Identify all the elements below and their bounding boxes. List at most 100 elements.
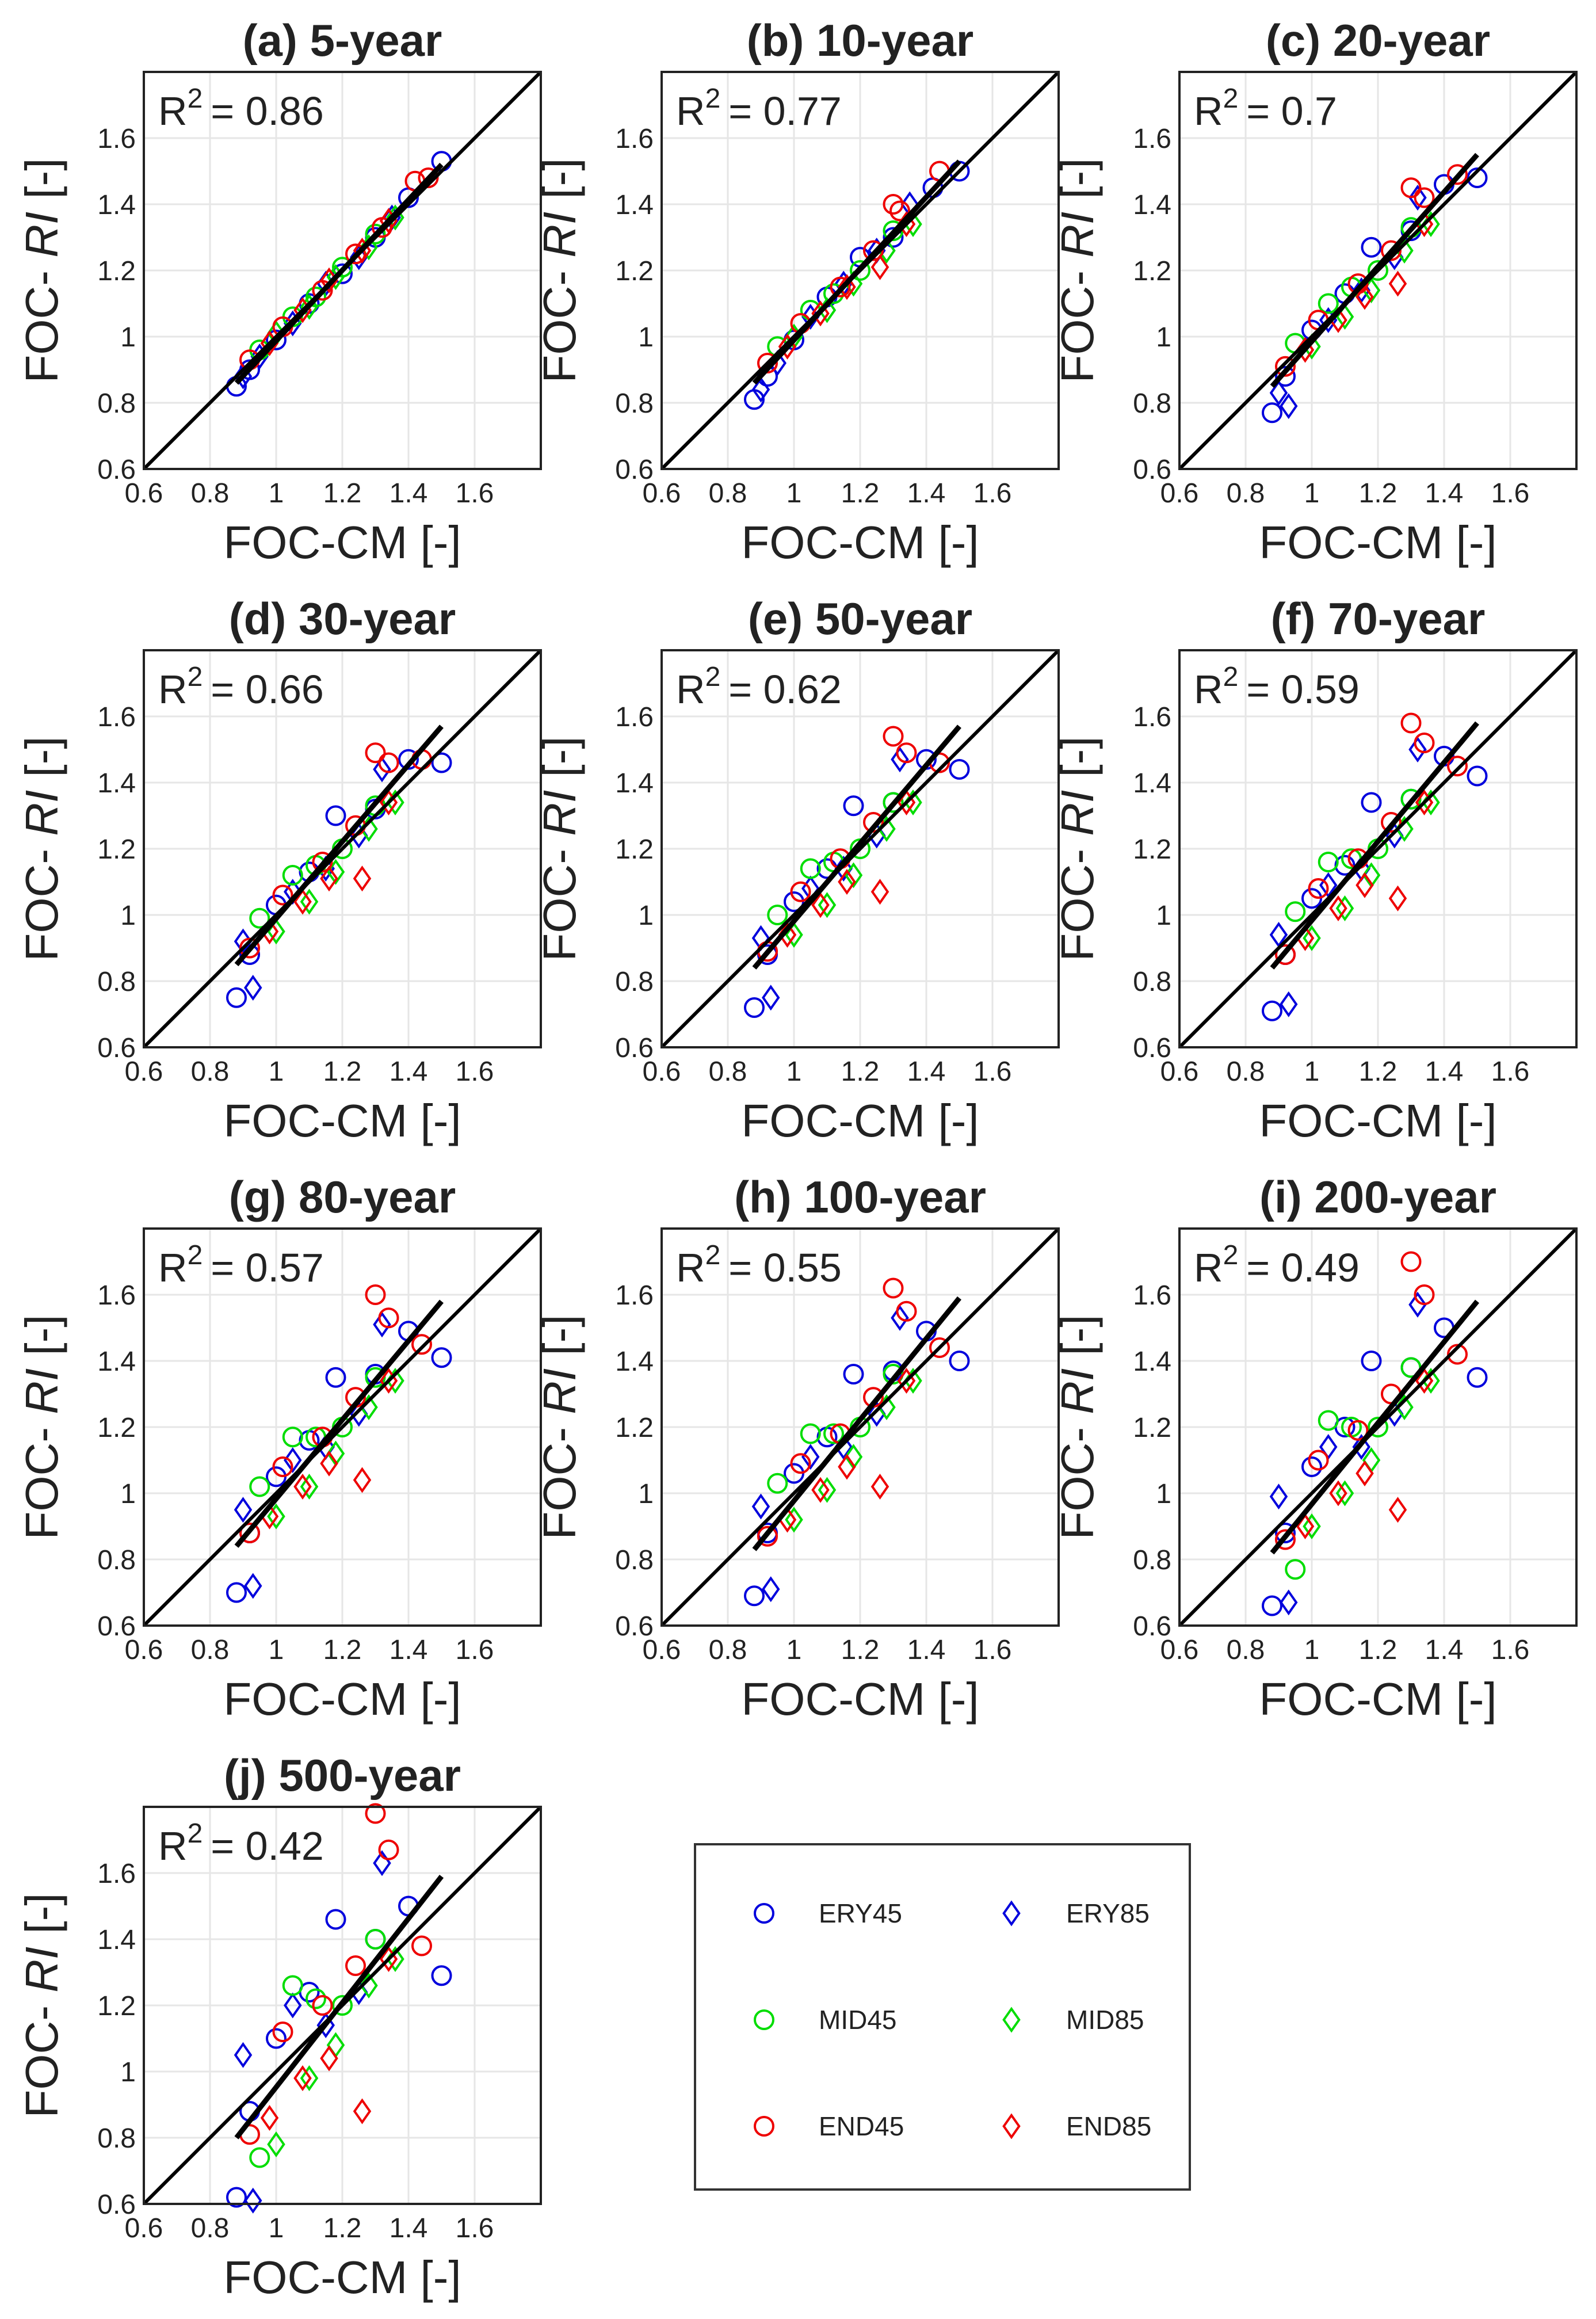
- x-tick-label: 1.4: [1425, 1635, 1464, 1665]
- x-tick-label: 1.6: [973, 1635, 1012, 1665]
- x-axis-label: FOC-CM [-]: [223, 1673, 461, 1725]
- data-point: [365, 1803, 386, 1824]
- data-point: [312, 1995, 333, 2016]
- x-tick-label: 1.2: [841, 1056, 880, 1087]
- x-tick-label: 0.8: [1227, 1056, 1265, 1087]
- data-point: [751, 376, 770, 403]
- data-point: [373, 1311, 391, 1338]
- data-point: [345, 243, 366, 265]
- data-point: [744, 1585, 765, 1607]
- x-tick-label: 1: [269, 1056, 284, 1087]
- data-point: [353, 1467, 372, 1493]
- data-point: [284, 1992, 302, 2019]
- data-point: [260, 2105, 279, 2131]
- x-axis-label: FOC-CM [-]: [741, 1673, 979, 1725]
- y-tick-label: 0.6: [615, 1033, 654, 1063]
- series-ery85: [234, 1311, 391, 1599]
- scatter-panel-3: 0.6 0.8 1 1.2 1.4 1.6 0.6 0.8 1 1.2 1.4 1.6 R2 = 0.7 (…: [1052, 15, 1578, 568]
- legend-marker: [1002, 1900, 1021, 1927]
- y-tick-label: 1.6: [1133, 124, 1171, 154]
- y-tick-label: 0.8: [615, 1545, 654, 1576]
- data-point: [293, 1474, 312, 1500]
- data-point: [1303, 1513, 1321, 1539]
- data-point: [226, 2187, 247, 2208]
- legend-marker: [754, 2116, 774, 2137]
- data-point: [332, 1995, 353, 2016]
- fit-line: [234, 724, 444, 967]
- data-point: [1368, 1417, 1388, 1437]
- r-squared-label: R2 = 0.59: [1194, 662, 1360, 712]
- data-point: [365, 1284, 386, 1305]
- axes-box: [1178, 649, 1578, 1048]
- data-point: [1262, 402, 1282, 424]
- scatter-panel-5: 0.6 0.8 1 1.2 1.4 1.6 0.6 0.8 1 1.2 1.4 1.6 R2 = 0.62…: [534, 593, 1060, 1146]
- data-point: [239, 1523, 260, 1543]
- data-point: [1335, 895, 1354, 921]
- y-tick-label: 0.8: [97, 1545, 136, 1576]
- legend-marker: [754, 1903, 774, 1924]
- data-point: [1414, 733, 1435, 753]
- legend: ERY45 ERY85 MID45 MID85 END45 END85: [694, 1843, 1191, 2191]
- legend-marker: [754, 2009, 774, 2030]
- y-tick-label: 1.4: [615, 190, 654, 220]
- data-point: [1275, 356, 1296, 377]
- axes-box: [143, 1806, 542, 2205]
- scatter-panel-1: 0.6 0.8 1 1.2 1.4 1.6 0.6 0.8 1 1.2 1.4 1.6 R2 = 0.86…: [16, 15, 543, 568]
- data-point: [325, 1367, 346, 1388]
- series-end85: [260, 1946, 398, 2131]
- data-point: [823, 1423, 844, 1444]
- data-point: [1356, 872, 1374, 898]
- y-tick-label: 0.6: [1133, 455, 1171, 485]
- series-end45: [1275, 164, 1468, 377]
- x-tick-label: 1.2: [1359, 1056, 1398, 1087]
- x-axis-label: FOC-CM [-]: [741, 517, 979, 568]
- axes-box: [143, 71, 542, 470]
- x-tick-label: 0.8: [1227, 478, 1265, 509]
- x-tick-label: 0.6: [643, 478, 681, 509]
- data-point: [1388, 270, 1407, 297]
- axes-box: [143, 1227, 542, 1627]
- y-tick-label: 1.4: [1133, 768, 1171, 799]
- scatter-panel-6: 0.6 0.8 1 1.2 1.4 1.6 0.6 0.8 1 1.2 1.4 1.6 R2 = 0.59…: [1052, 593, 1578, 1146]
- data-point: [306, 1988, 326, 2009]
- y-tick-label: 1: [638, 322, 654, 353]
- y-tick-label: 1.2: [615, 1413, 654, 1443]
- y-tick-label: 0.8: [1133, 388, 1171, 419]
- axes-box: [143, 649, 542, 1048]
- data-point: [883, 194, 904, 215]
- r-squared-label: R2 = 0.77: [676, 83, 842, 134]
- x-tick-label: 0.8: [709, 1056, 747, 1087]
- data-point: [870, 254, 889, 280]
- r-squared-label: R2 = 0.49: [1194, 1240, 1360, 1290]
- data-point: [800, 1423, 821, 1444]
- x-tick-label: 1: [1304, 1635, 1320, 1665]
- data-point: [320, 865, 338, 892]
- fit-line: [1270, 721, 1479, 970]
- data-point: [320, 1450, 338, 1477]
- x-tick-label: 0.8: [191, 2213, 230, 2244]
- x-tick-label: 1: [786, 1056, 802, 1087]
- legend-label: END85: [1066, 2111, 1151, 2141]
- data-point: [1269, 380, 1288, 406]
- fit-line: [752, 724, 961, 970]
- x-tick-label: 1.4: [390, 1635, 428, 1665]
- y-axis-label: FOC- RI [-]: [1052, 1314, 1103, 1539]
- y-tick-label: 0.6: [1133, 1033, 1171, 1063]
- x-tick-label: 1.4: [907, 1635, 946, 1665]
- scatter-panel-4: 0.6 0.8 1 1.2 1.4 1.6 0.6 0.8 1 1.2 1.4 1.6 R2 = 0.66…: [16, 593, 543, 1146]
- data-point: [838, 869, 856, 895]
- data-point: [249, 907, 270, 929]
- y-tick-label: 0.8: [1133, 1545, 1171, 1576]
- data-point: [785, 1506, 803, 1533]
- data-point: [1334, 855, 1356, 876]
- data-point: [244, 2187, 262, 2214]
- y-tick-label: 0.6: [615, 1611, 654, 1642]
- data-point: [883, 792, 904, 813]
- axes-box: [1178, 71, 1578, 470]
- y-tick-label: 1.4: [1133, 190, 1171, 220]
- data-point: [226, 987, 247, 1008]
- data-point: [1414, 187, 1435, 208]
- x-tick-label: 1.4: [390, 2213, 428, 2244]
- data-point: [896, 1300, 917, 1322]
